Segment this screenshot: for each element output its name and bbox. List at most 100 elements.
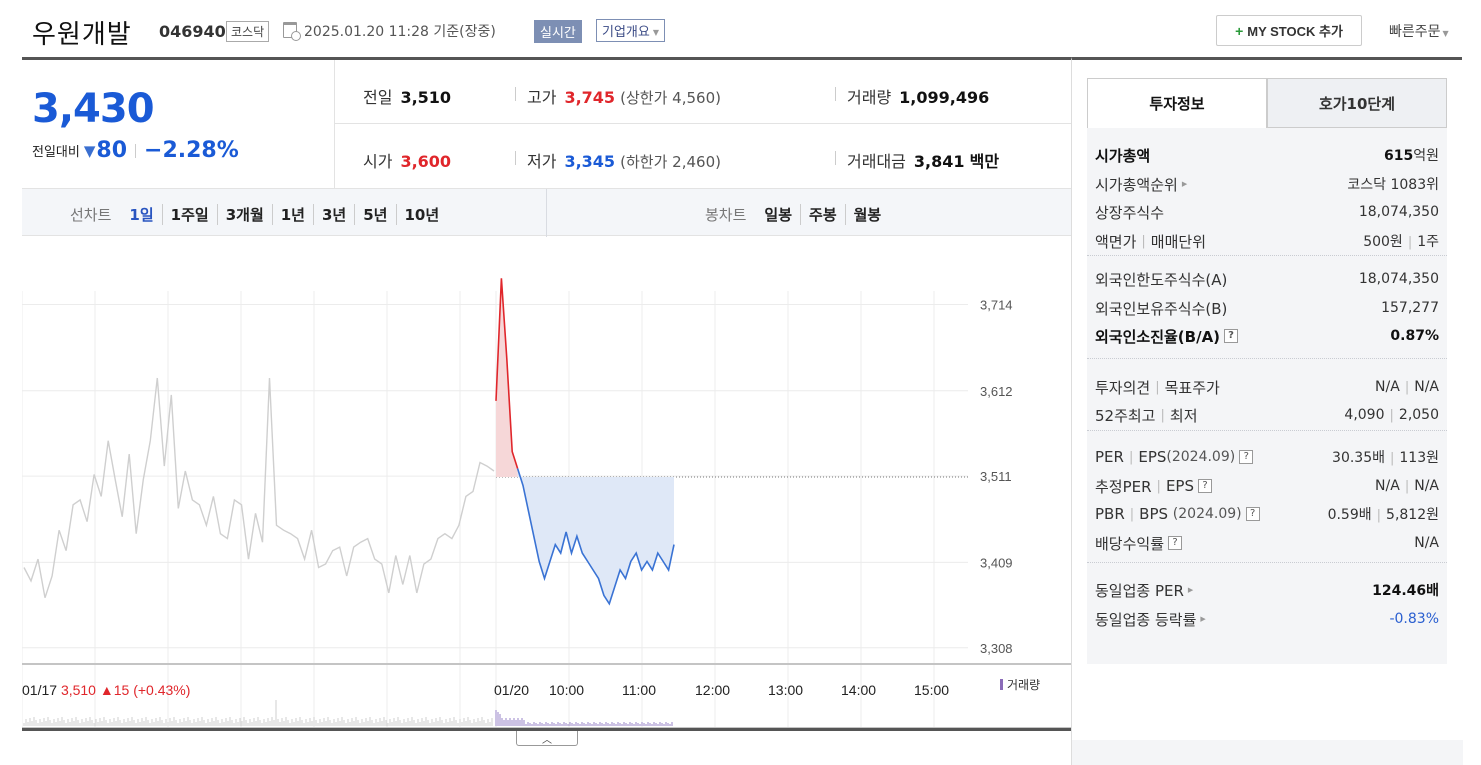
amount-unit: 백만 [969, 152, 1000, 171]
foreign-ratio-row: 외국인소진율(B/A)? 0.87% [1095, 323, 1439, 349]
opinion-value: N/A | N/A [1375, 379, 1439, 395]
quick-order-menu[interactable]: 빠른주문 ▼ [1389, 21, 1449, 41]
unit-label: 매매단위 [1150, 232, 1206, 251]
current-price: 3,430 [32, 86, 155, 132]
y-tick-label: 3,308 [980, 641, 1013, 656]
x-tick-label: 11:00 [622, 682, 656, 698]
par-unit-row: 액면가 | 매매단위 500원 | 1주 [1095, 228, 1439, 254]
mcap-number: 615 [1384, 148, 1414, 164]
corp-info-label: 기업개요 [602, 25, 650, 40]
dividend-value: N/A [1414, 535, 1439, 551]
down-arrow-icon: ▼ [83, 141, 96, 160]
y-tick-label: 3,409 [980, 555, 1013, 570]
opinion-section: 투자의견 | 목표주가 N/A | N/A 52주최고 | 최저 4,090 | 2,050 [1087, 359, 1447, 431]
help-icon[interactable]: ? [1245, 507, 1260, 521]
chart-tabs: 선차트 1일 1주일 3개월 1년 3년 5년 10년 봉차트 일봉 주봉 월봉 [22, 188, 1071, 237]
w52-label-wrap: 52주최고 | 최저 [1095, 405, 1198, 426]
price-panel: 3,430 전일대비 ▼ 80 −2.28% 전일 3,510 고가 3,745 (… [22, 57, 1071, 729]
volume-legend-label: 거래량 [1007, 678, 1040, 692]
per-eps-label: PER | EPS (2024.09)? [1095, 448, 1254, 466]
change-percent: −2.28% [144, 138, 239, 163]
tab-5y[interactable]: 5년 [354, 204, 395, 225]
per-label: PER [1095, 448, 1124, 466]
invest-info-body: 시가총액 615억원 시가총액순위 ▶ 코스닥 1083위 상장주식수 18,07… [1087, 128, 1447, 664]
corp-info-dropdown[interactable]: 기업개요 ▼ [596, 19, 665, 42]
low-value: 3,345 [564, 152, 616, 171]
tab-1y[interactable]: 1년 [271, 204, 313, 225]
tab-1d[interactable]: 1일 [129, 206, 154, 224]
previous-day-date: 01/17 [22, 682, 61, 698]
pbr-bps-value: 0.59배 | 5,812원 [1328, 504, 1439, 524]
x-tick-label: 14:00 [841, 682, 877, 698]
chevron-down-icon: ▼ [652, 28, 659, 37]
pbr-bps-year: (2024.09) [1172, 506, 1242, 522]
tab-10y[interactable]: 10년 [395, 204, 448, 225]
chevron-right-icon: ▶ [1181, 180, 1188, 188]
par-unit-value: 500원 | 1주 [1363, 231, 1439, 251]
x-tick-label: 13:00 [768, 682, 804, 698]
pbr-value: 0.59배 [1327, 507, 1372, 523]
divider [22, 728, 1071, 731]
sector-per-label-wrap: 동일업종 PER ▶ [1095, 580, 1193, 601]
opinion-row: 투자의견 | 목표주가 N/A | N/A [1095, 374, 1439, 400]
chevron-right-icon: ▶ [1200, 615, 1206, 623]
foreign-ratio-value: 0.87% [1390, 328, 1439, 344]
tab-order-book[interactable]: 호가10단계 [1267, 78, 1447, 128]
per-eps-year: (2024.09) [1166, 449, 1236, 465]
divider: | [1160, 407, 1165, 423]
mcap-rank-row[interactable]: 시가총액순위 ▶ 코스닥 1083위 [1095, 171, 1439, 197]
divider: | [1389, 408, 1394, 423]
plus-icon: + [1235, 22, 1244, 39]
fall-area [517, 468, 674, 604]
tab-weekly-candle[interactable]: 주봉 [800, 204, 845, 225]
per-eps-row: PER | EPS (2024.09)? 30.35배 | 113원 [1095, 444, 1439, 470]
w52-high: 4,090 [1344, 407, 1385, 423]
previous-day-series [23, 377, 495, 599]
help-icon[interactable]: ? [1197, 479, 1212, 493]
help-icon[interactable]: ? [1239, 450, 1254, 464]
price-series-down [516, 468, 675, 606]
tab-3y[interactable]: 3년 [313, 204, 354, 225]
divider [835, 87, 836, 101]
mcap-label: 시가총액 [1095, 146, 1151, 165]
help-icon[interactable]: ? [1168, 536, 1183, 550]
sector-per-row[interactable]: 동일업종 PER ▶ 124.46배 [1095, 577, 1439, 603]
panel-footer [1072, 740, 1463, 765]
tab-invest-info[interactable]: 투자정보 [1087, 78, 1267, 128]
realtime-badge[interactable]: 실시간 [534, 20, 582, 43]
low-label: 저가 [527, 152, 557, 171]
volume-value: 1,099,496 [899, 88, 990, 107]
divider: | [1404, 380, 1410, 395]
est-eps-number: N/A [1414, 478, 1439, 494]
chevron-right-icon: ▶ [1187, 586, 1194, 594]
candle-chart-periods: 봉차트 일봉 주봉 월봉 [705, 204, 889, 225]
prev-close-label: 전일 [363, 88, 393, 107]
opinion-label-wrap: 투자의견 | 목표주가 [1095, 377, 1220, 398]
target-number: N/A [1414, 379, 1439, 395]
divider [515, 151, 516, 165]
opinion-number: N/A [1375, 379, 1400, 395]
x-tick-label: 15:00 [914, 682, 950, 698]
par-unit-label: 액면가 | 매매단위 [1095, 231, 1206, 252]
dividend-label-wrap: 배당수익률? [1095, 533, 1183, 554]
foreign-hold-value: 157,277 [1381, 300, 1439, 316]
collapse-chart-button[interactable]: ︿ [516, 731, 578, 746]
rise-area [496, 278, 518, 477]
shares-value: 18,074,350 [1358, 204, 1439, 220]
tab-daily-candle[interactable]: 일봉 [764, 206, 793, 224]
tab-monthly-candle[interactable]: 월봉 [844, 204, 890, 225]
previous-day-summary: 01/17 3,510 ▲15 (+0.43%) [22, 682, 190, 698]
est-per-value: N/A | N/A [1375, 478, 1439, 494]
help-icon[interactable]: ? [1224, 329, 1239, 343]
sector-change-row[interactable]: 동일업종 등락률 ▶ -0.83% [1095, 606, 1439, 632]
divider: | [1404, 479, 1410, 494]
y-tick-label: 3,714 [980, 298, 1013, 313]
tab-3m[interactable]: 3개월 [216, 204, 272, 225]
tab-1w[interactable]: 1주일 [161, 204, 217, 225]
bps-label: BPS [1139, 505, 1169, 523]
trade-amount: 거래대금 3,841 백만 [847, 148, 999, 172]
add-mystock-button[interactable]: + MY STOCK 추가 [1216, 15, 1362, 46]
previous-day-close: 3,510 [60, 682, 100, 698]
divider: | [1155, 379, 1160, 395]
sector-change-label-wrap: 동일업종 등락률 ▶ [1095, 609, 1206, 630]
